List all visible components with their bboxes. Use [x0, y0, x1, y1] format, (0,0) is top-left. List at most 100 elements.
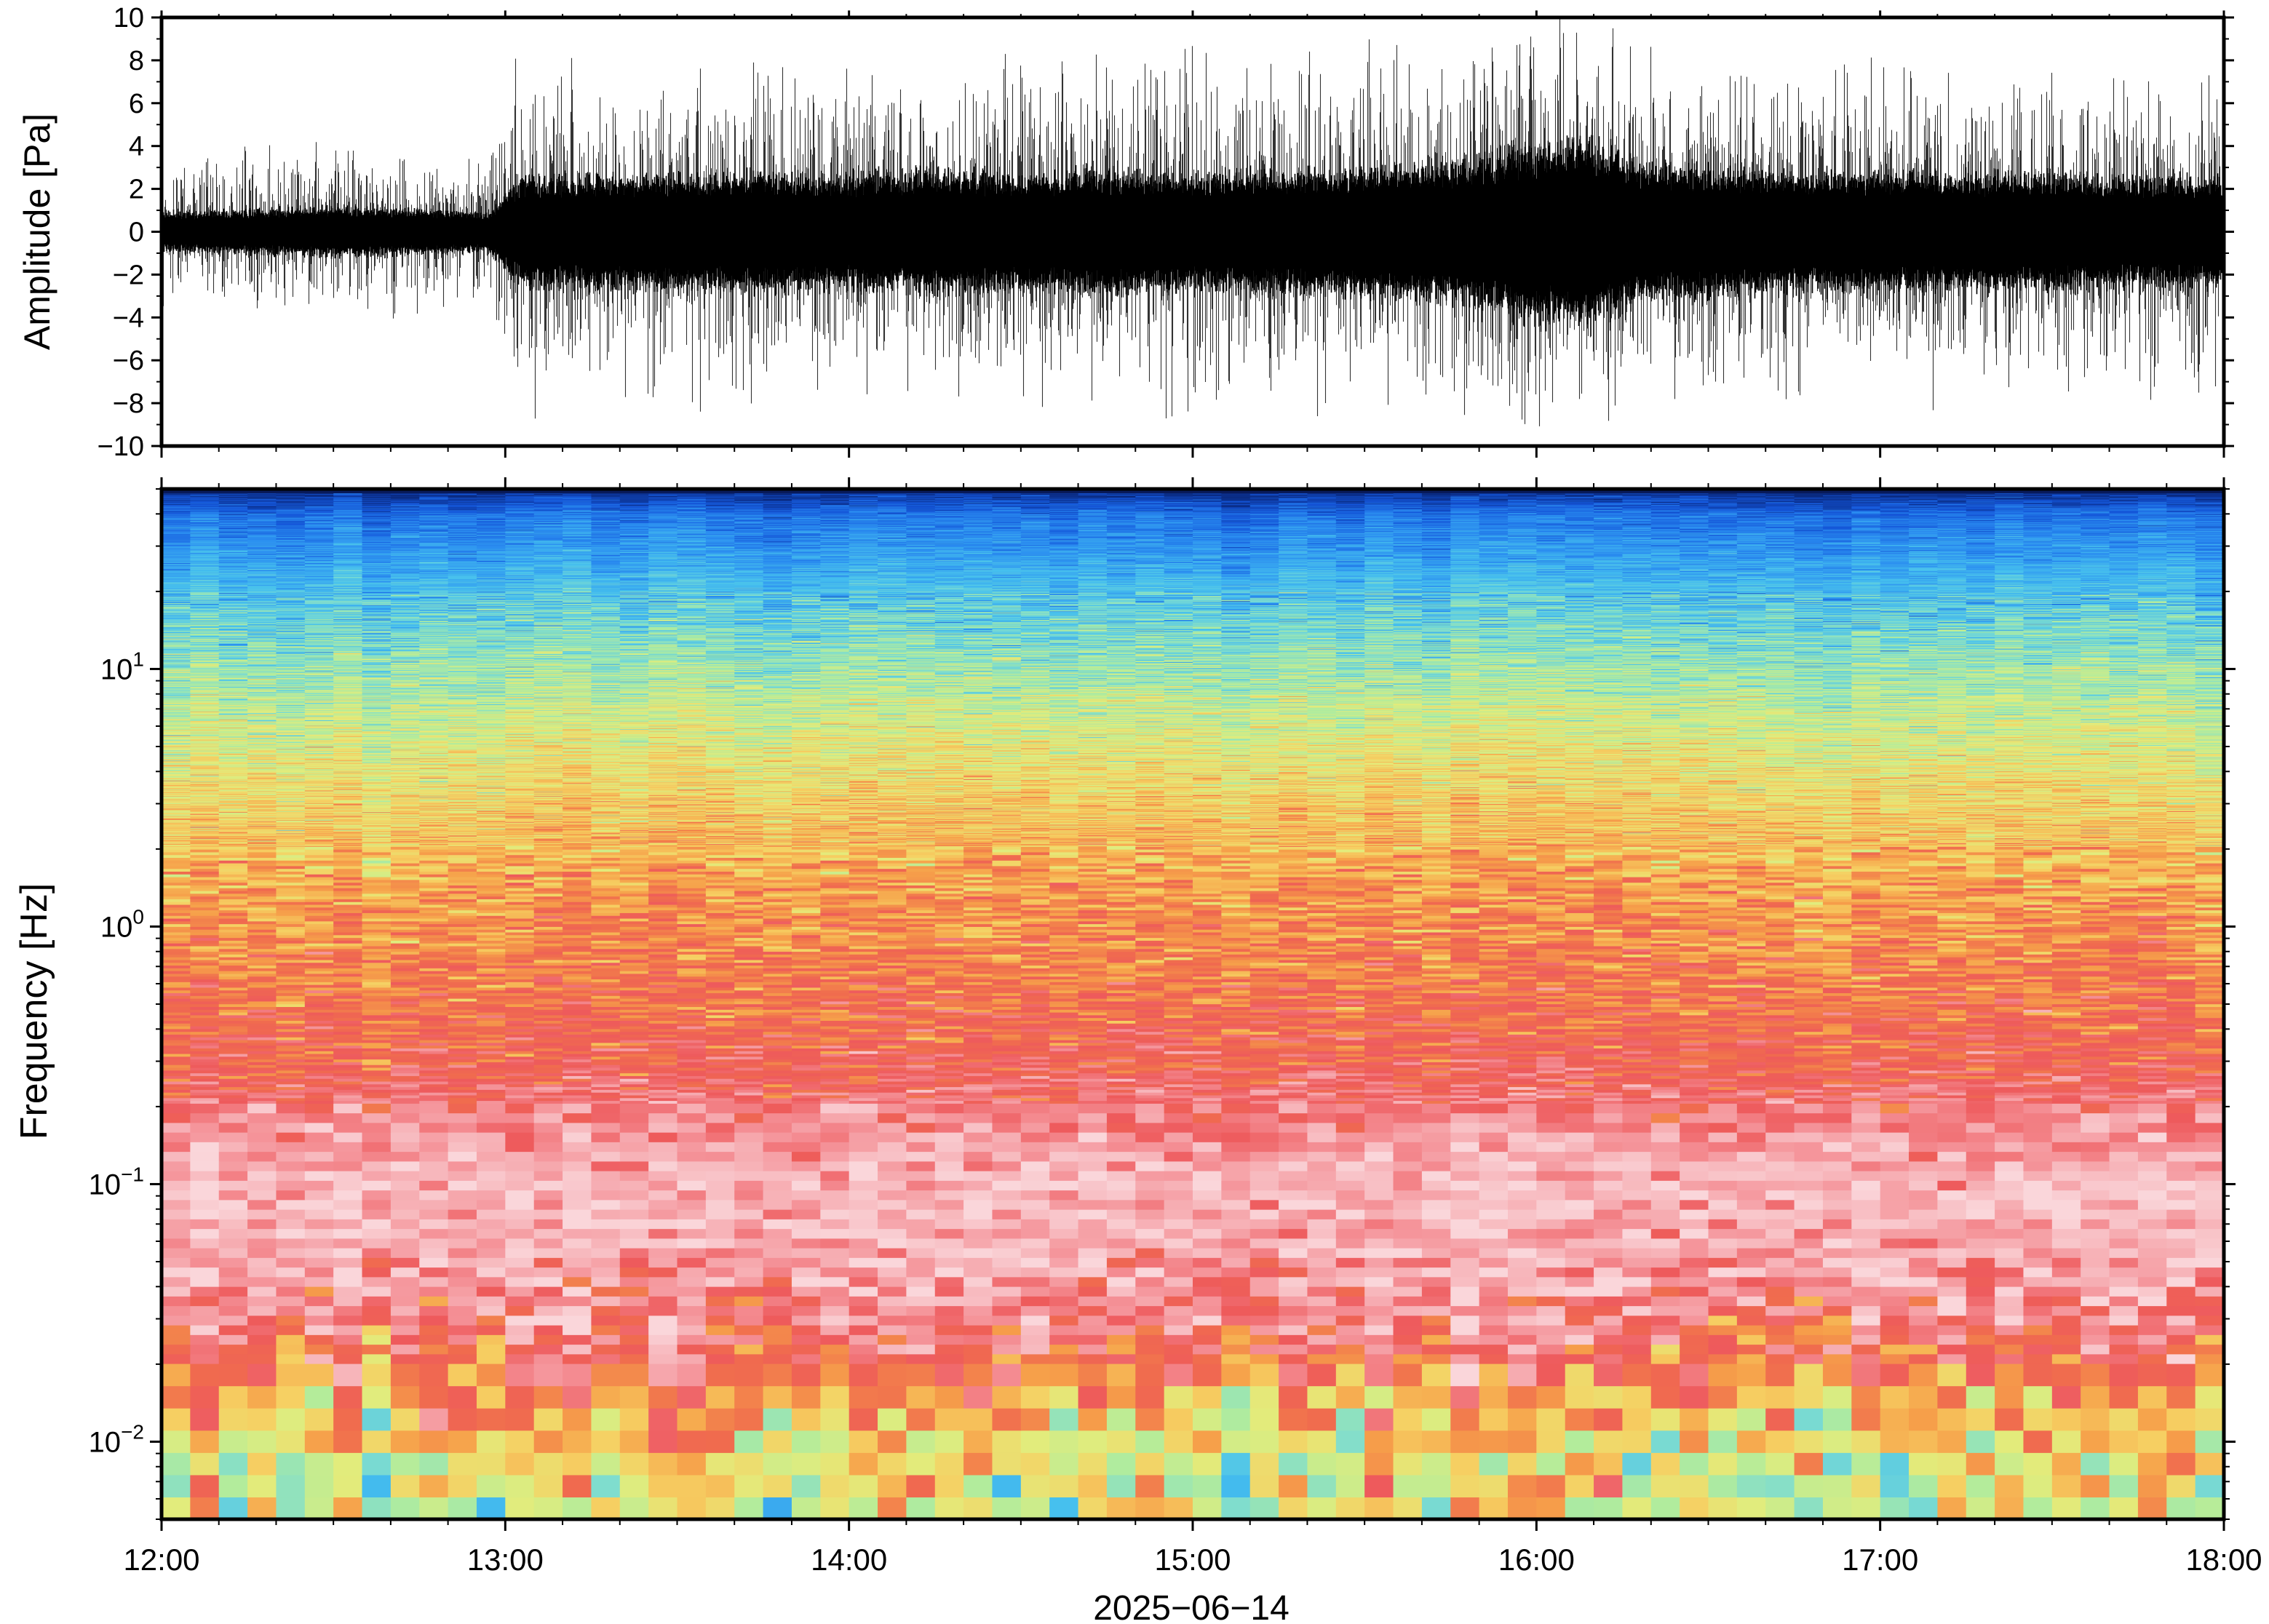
spectrogram-cell [1508, 1386, 1537, 1409]
spectrogram-cell [1422, 1257, 1451, 1267]
spectrogram-cell [333, 1334, 362, 1345]
spectrogram-cell [362, 1364, 392, 1386]
spectrogram-cell [992, 1306, 1021, 1316]
spectrogram-cell [1651, 1209, 1680, 1219]
spectrogram-cell [1622, 1248, 1651, 1258]
spectrogram-cell [247, 1132, 277, 1142]
spectrogram-cell [1479, 1325, 1509, 1335]
spectrogram-cell [305, 1257, 334, 1267]
spectrogram-cell [1680, 1334, 1709, 1345]
spectrogram-cell [1479, 1209, 1509, 1219]
spectrogram-cell [391, 1229, 420, 1239]
spectrogram-cell [1680, 1238, 1709, 1249]
spectrogram-cell [1765, 1306, 1795, 1316]
spectrogram-cell [1565, 1345, 1594, 1355]
spectrogram-cell [2023, 1209, 2052, 1219]
spectrogram-cell [1622, 1132, 1651, 1142]
spectrogram-cell [906, 1171, 935, 1181]
spectrogram-cell [1107, 1315, 1136, 1326]
spectrogram-cell [1193, 1306, 1222, 1316]
spectrogram-cell [1450, 1354, 1479, 1364]
spectrogram-cell [591, 1238, 620, 1249]
spectrogram-cell [1250, 1161, 1279, 1171]
spectrogram-cell [1966, 1132, 1995, 1142]
spectrogram-cell [1536, 1497, 1565, 1519]
spectrogram-cell [1851, 1238, 1880, 1249]
spectrogram-cell [849, 1452, 878, 1475]
spectrogram-cell [935, 1238, 964, 1249]
spectrogram-cell [563, 1200, 592, 1210]
spectrogram-cell [362, 1190, 392, 1201]
spectrogram-cell [706, 1452, 735, 1475]
spectrogram-cell [849, 1180, 878, 1190]
spectrogram-cell [477, 1142, 506, 1152]
spectrogram-cell [563, 1452, 592, 1475]
spectrogram-cell [1336, 1497, 1365, 1519]
spectrogram-cell [620, 1408, 649, 1430]
spectrogram-cell [2110, 1238, 2139, 1249]
spectrogram-cell [2166, 1334, 2196, 1345]
spectrogram-cell [963, 1286, 993, 1297]
spectrogram-cell [2110, 1286, 2139, 1297]
spectrogram-cell [878, 1132, 907, 1142]
spectrogram-cell [1508, 1430, 1537, 1453]
spectrogram-cell [820, 1386, 849, 1409]
spectrogram-cell [1880, 1315, 1910, 1326]
spectrogram-cell [2138, 1171, 2167, 1181]
spectrogram-cell [792, 1334, 821, 1345]
spectrogram-cell [849, 1161, 878, 1171]
spectrogram-cell [305, 1180, 334, 1190]
spectrogram-cell [1364, 1364, 1394, 1386]
spectrogram-cell [1709, 1386, 1738, 1409]
spectrogram-cell [1508, 1306, 1537, 1316]
spectrogram-cell [1651, 1257, 1680, 1267]
spectrogram-cell [1021, 1296, 1050, 1306]
spectrogram-cell [477, 1171, 506, 1181]
spectrogram-cell [878, 1190, 907, 1201]
spectrogram-cell [992, 1408, 1021, 1430]
spectrogram-cell [620, 1219, 649, 1229]
spectrogram-cell [1250, 1354, 1279, 1364]
spectrogram-cell [1021, 1475, 1050, 1497]
spectrogram-cell [734, 1152, 763, 1162]
spectrogram-cell [1107, 1180, 1136, 1190]
spectrogram-cell [563, 1345, 592, 1355]
spectrogram-cell [563, 1229, 592, 1239]
spectrogram-cell [935, 1257, 964, 1267]
spectrogram-cell [419, 1257, 448, 1267]
spectrogram-cell [1336, 1209, 1365, 1219]
spectrogram-cell [362, 1257, 392, 1267]
spectrogram-cell [477, 1497, 506, 1519]
spectrogram-cell [1937, 1229, 1966, 1239]
spectrogram-cell [1221, 1286, 1250, 1297]
spectrogram-cell [1995, 1475, 2024, 1497]
spectrogram-cell [792, 1267, 821, 1278]
spectrogram-cell [734, 1219, 763, 1229]
spectrogram-cell [906, 1430, 935, 1453]
spectrogram-cell [648, 1364, 677, 1386]
spectrogram-cell [1565, 1306, 1594, 1316]
spectrogram-cell [448, 1354, 477, 1364]
spectrogram-cell [2052, 1286, 2081, 1297]
spectrogram-cell [1765, 1386, 1795, 1409]
spectrogram-cell [563, 1142, 592, 1152]
spectrogram-cell [505, 1219, 534, 1229]
spectrogram-cell [2052, 1497, 2081, 1519]
spectrogram-cell [1078, 1497, 1108, 1519]
spectrogram-cell [591, 1152, 620, 1162]
spectrogram-cell [2023, 1238, 2052, 1249]
spectrogram-cell [1795, 1277, 1824, 1287]
spectrogram-cell [2110, 1180, 2139, 1190]
spectrogram-cell [2081, 1209, 2110, 1219]
spectrogram-cell [1508, 1209, 1537, 1219]
spectrogram-cell [1107, 1219, 1136, 1229]
spectrogram-cell [1221, 1408, 1250, 1430]
spectrogram-cell [1937, 1219, 1966, 1229]
spectrogram-cell [362, 1408, 392, 1430]
spectrogram-cell [1336, 1200, 1365, 1210]
spectrogram-cell [1937, 1286, 1966, 1297]
spectrogram-cell [1651, 1345, 1680, 1355]
spectrogram-cell [734, 1267, 763, 1278]
spectrogram-cell [1078, 1430, 1108, 1453]
spectrogram-cell [2052, 1408, 2081, 1430]
